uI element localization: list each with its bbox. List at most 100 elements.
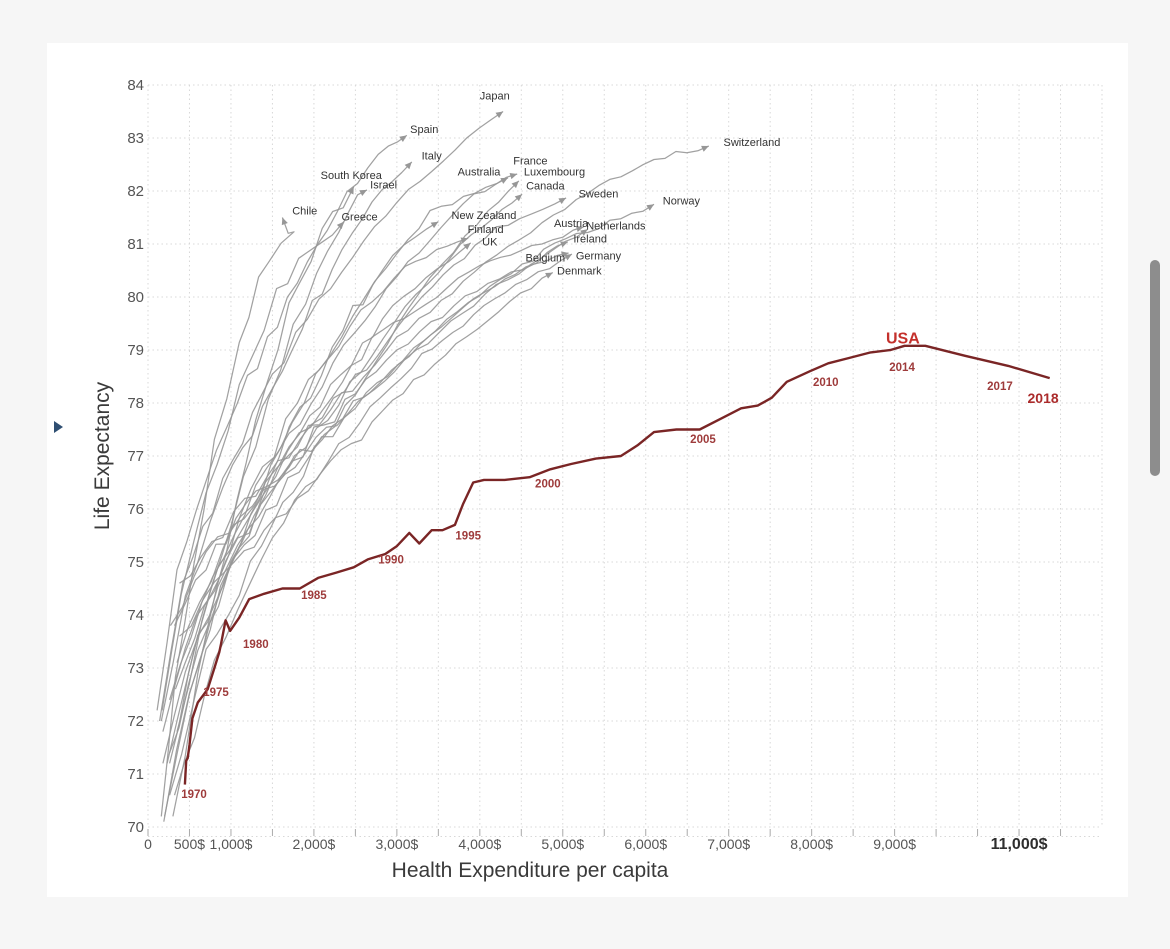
country-line-belgium bbox=[166, 252, 569, 764]
usa-year-label-2000: 2000 bbox=[535, 479, 561, 491]
country-label-chile: Chile bbox=[292, 206, 317, 218]
country-line-ireland bbox=[162, 241, 569, 764]
country-arrow-france bbox=[509, 172, 518, 180]
country-arrow-sweden bbox=[558, 197, 567, 205]
country-label-australia: Australia bbox=[458, 166, 502, 178]
country-arrow-ireland bbox=[560, 241, 568, 248]
country-line-australia bbox=[168, 177, 509, 764]
country-arrow-belgium bbox=[561, 251, 569, 258]
country-arrow-italy bbox=[404, 161, 412, 170]
country-line-austria bbox=[163, 226, 584, 822]
usa-year-label-1990: 1990 bbox=[378, 554, 404, 566]
country-line-canada bbox=[174, 193, 523, 690]
country-arrow-norway bbox=[646, 204, 654, 211]
y-tick-label: 83 bbox=[127, 130, 144, 147]
country-arrow-uk bbox=[463, 242, 471, 250]
life-expectancy-vs-health-expenditure-chart: Japan Switzerland Spain Italy South KoreaIsr… bbox=[91, 77, 1103, 882]
country-line-japan bbox=[158, 110, 504, 722]
y-tick-label: 81 bbox=[127, 236, 144, 253]
country-arrow-austria bbox=[575, 225, 584, 233]
country-line-norway bbox=[169, 203, 655, 626]
x-tick-label: 7,000$ bbox=[707, 836, 750, 852]
x-axis-title: Health Expenditure per capita bbox=[392, 859, 669, 882]
country-label-greece: Greece bbox=[342, 211, 378, 223]
country-arrow-netherlands bbox=[580, 229, 588, 236]
usa-year-label-1980: 1980 bbox=[243, 639, 269, 651]
y-tick-label: 78 bbox=[127, 395, 144, 412]
country-label-denmark: Denmark bbox=[557, 266, 602, 278]
country-line-spain bbox=[156, 134, 408, 711]
country-arrow-finland bbox=[460, 237, 469, 244]
expand-right-triangle-icon[interactable] bbox=[54, 421, 63, 433]
country-line-italy bbox=[160, 161, 413, 722]
chart-card: Japan Switzerland Spain Italy South Korea Isr… bbox=[47, 43, 1128, 897]
y-tick-label: 73 bbox=[127, 660, 144, 677]
country-line-south-korea bbox=[172, 186, 355, 817]
country-arrow-denmark bbox=[545, 272, 553, 279]
usa-line bbox=[183, 344, 1051, 785]
usa-year-label-1995: 1995 bbox=[455, 531, 481, 543]
usa-label: USA bbox=[886, 330, 920, 347]
country-label-finland: Finland bbox=[468, 224, 504, 236]
usa-year-label-2010: 2010 bbox=[813, 377, 839, 389]
vertical-scrollbar-thumb[interactable] bbox=[1150, 260, 1160, 476]
x-tick-label: 11,000$ bbox=[991, 836, 1048, 853]
country-label-japan: Japan bbox=[480, 91, 510, 103]
y-axis-title: Life Expectancy bbox=[91, 381, 114, 530]
x-tick-label: 1,000$ bbox=[210, 836, 253, 852]
country-label-israel: Israel bbox=[370, 180, 397, 192]
country-arrow-germany bbox=[564, 254, 572, 261]
y-tick-label: 71 bbox=[127, 766, 144, 783]
usa-year-label-1985: 1985 bbox=[301, 590, 327, 602]
country-line-luxembourg bbox=[169, 180, 520, 796]
country-line-denmark bbox=[179, 272, 554, 637]
x-tick-label: 2,000$ bbox=[292, 836, 335, 852]
usa-year-label-2005: 2005 bbox=[690, 434, 716, 446]
y-tick-label: 84 bbox=[127, 77, 144, 94]
country-line-sweden bbox=[179, 197, 567, 584]
usa-year-label-2017: 2017 bbox=[987, 381, 1013, 393]
country-series-layer bbox=[156, 110, 710, 822]
x-tick-label: 8,000$ bbox=[790, 836, 833, 852]
country-line-uk bbox=[162, 242, 472, 732]
country-label-spain: Spain bbox=[410, 124, 438, 136]
country-label-netherlands: Netherlands bbox=[586, 220, 646, 232]
country-labels-layer: Japan Switzerland Spain Italy South KoreaIsr… bbox=[292, 91, 780, 278]
x-tick-label: 4,000$ bbox=[458, 836, 501, 852]
country-label-norway: Norway bbox=[663, 196, 701, 208]
y-tick-label: 79 bbox=[127, 342, 144, 359]
country-label-italy: Italy bbox=[422, 150, 443, 162]
country-arrow-new-zealand bbox=[430, 221, 439, 229]
country-arrow-luxembourg bbox=[511, 180, 519, 189]
usa-year-label-1975: 1975 bbox=[203, 687, 229, 699]
x-tick-label: 9,000$ bbox=[873, 836, 916, 852]
x-tick-label: 6,000$ bbox=[624, 836, 667, 852]
country-label-south-korea: South Korea bbox=[321, 170, 383, 182]
country-line-germany bbox=[173, 253, 573, 796]
x-tick-label: 500$ bbox=[174, 836, 205, 852]
country-line-greece bbox=[161, 221, 345, 711]
y-tick-label: 76 bbox=[127, 501, 144, 518]
y-tick-label: 74 bbox=[127, 607, 144, 624]
usa-year-label-2014: 2014 bbox=[889, 362, 915, 374]
country-arrow-canada bbox=[514, 194, 523, 202]
y-tick-label: 72 bbox=[127, 713, 144, 730]
grid-layer bbox=[147, 84, 1103, 837]
x-tick-label: 0 bbox=[144, 836, 152, 852]
country-label-uk: UK bbox=[482, 236, 498, 248]
country-label-canada: Canada bbox=[526, 181, 565, 193]
country-label-ireland: Ireland bbox=[573, 234, 607, 246]
country-line-chile bbox=[160, 217, 295, 817]
country-label-luxembourg: Luxembourg bbox=[524, 166, 585, 178]
country-arrow-spain bbox=[399, 135, 407, 143]
x-tick-label: 5,000$ bbox=[541, 836, 584, 852]
usa-year-label-1970: 1970 bbox=[181, 789, 207, 801]
country-arrow-greece bbox=[336, 221, 344, 230]
country-line-netherlands bbox=[173, 228, 589, 626]
country-label-austria: Austria bbox=[554, 218, 589, 230]
usa-series-layer: 1970 1975 1980 1985 1990 1995 2000 2005 2010 2014… bbox=[181, 330, 1059, 801]
axis-layer: Health Expenditure per capita Life Expec… bbox=[91, 77, 1048, 882]
country-line-france bbox=[169, 173, 518, 700]
country-arrow-japan bbox=[495, 111, 504, 119]
